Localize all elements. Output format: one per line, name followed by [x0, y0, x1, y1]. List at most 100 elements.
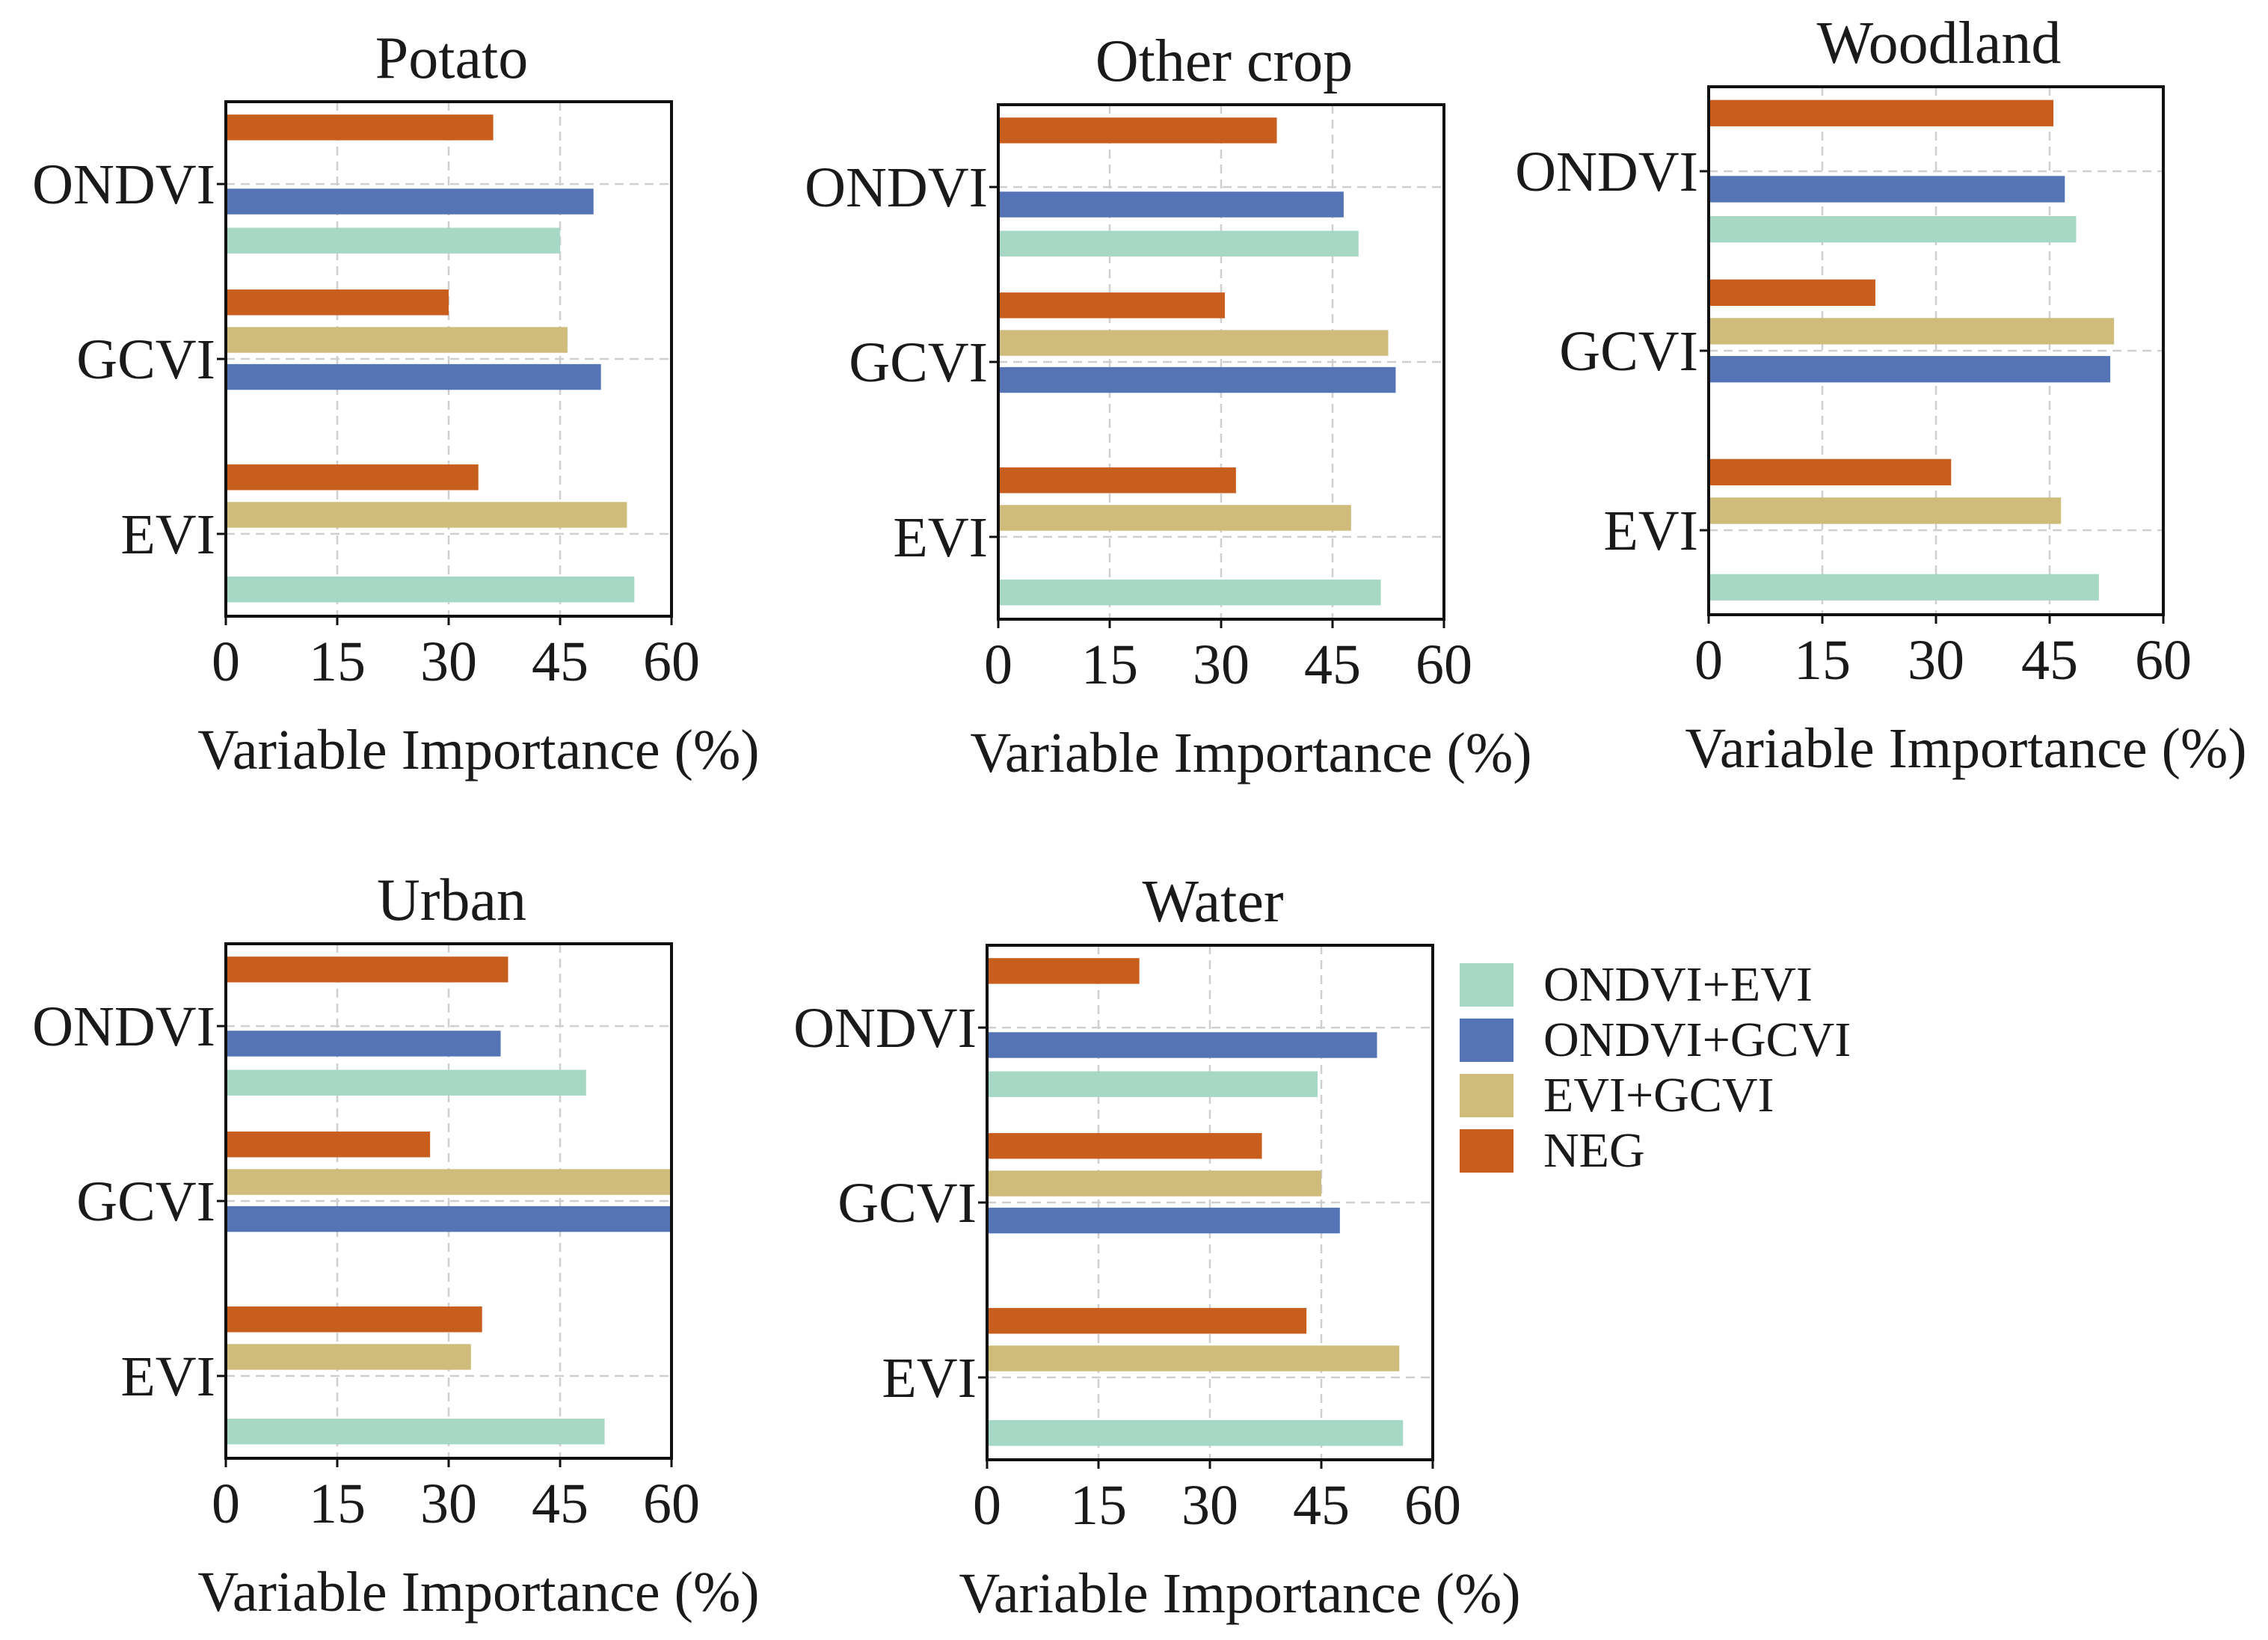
x-tick-label: 45: [1304, 633, 1361, 696]
x-axis-label: Variable Importance (%): [970, 722, 1531, 784]
bar-evi-evi-gcvi: [226, 1344, 471, 1370]
legend-swatch-ondvi-gcvi: [1460, 1019, 1513, 1062]
bar-ondvi-neg: [226, 956, 508, 983]
bar-gcvi-evi-gcvi: [998, 330, 1389, 356]
bar-evi-evi-gcvi: [998, 505, 1351, 531]
panel-potato: ONDVI GCVI EVI 0 15 30 45 60 Variable Importance…: [32, 25, 759, 781]
x-tick-label: 15: [309, 1472, 366, 1535]
x-tick-label: 45: [2021, 629, 2078, 692]
bar-ondvi-ondvi-gcvi: [226, 188, 594, 215]
bar-gcvi-ondvi-gcvi: [987, 1207, 1340, 1234]
panel-title: Other crop: [1095, 28, 1353, 94]
panel-title: Potato: [375, 25, 528, 91]
x-tick-label: 15: [1070, 1474, 1127, 1537]
x-tick-label: 0: [212, 630, 240, 693]
bar-gcvi-evi-gcvi: [1709, 318, 2115, 345]
y-tick-label-gcvi: GCVI: [76, 328, 215, 391]
x-tick-label: 60: [2135, 629, 2192, 692]
x-tick-label: 30: [1193, 633, 1250, 696]
y-tick-label-evi: EVI: [893, 506, 988, 569]
y-tick-label-evi: EVI: [120, 1345, 215, 1408]
bar-evi-neg: [998, 467, 1236, 494]
bar-ondvi-ondvi-evi: [226, 1069, 586, 1096]
x-tick-label: 45: [1293, 1474, 1350, 1537]
bar-ondvi-neg: [226, 114, 494, 141]
bar-gcvi-neg: [226, 1131, 431, 1158]
y-tick-label-ondvi: ONDVI: [793, 997, 977, 1060]
x-tick-label: 30: [420, 630, 477, 693]
bar-gcvi-evi-gcvi: [226, 327, 568, 353]
x-tick-label: 0: [984, 633, 1012, 696]
y-tick-label-evi: EVI: [1603, 500, 1698, 562]
bar-ondvi-neg: [998, 117, 1277, 144]
legend-label-evi-gcvi: EVI+GCVI: [1543, 1068, 1774, 1122]
bar-ondvi-ondvi-gcvi: [998, 191, 1344, 218]
x-tick-label: 45: [532, 1472, 588, 1535]
bar-evi-neg: [226, 464, 479, 491]
bar-ondvi-neg: [987, 958, 1140, 984]
x-tick-label: 60: [1416, 633, 1472, 696]
panel-urban: ONDVI GCVI EVI 0 15 30 45 60 Variable Importance…: [32, 867, 759, 1624]
legend-label-ondvi-gcvi: ONDVI+GCVI: [1543, 1013, 1851, 1067]
bar-ondvi-neg: [1709, 99, 2054, 126]
x-tick-label: 60: [643, 1472, 700, 1535]
bar-ondvi-ondvi-evi: [987, 1071, 1318, 1097]
x-tick-label: 45: [532, 630, 588, 693]
x-tick-label: 0: [1694, 629, 1723, 692]
bar-gcvi-neg: [1709, 279, 1875, 306]
y-tick-label-ondvi: ONDVI: [805, 156, 988, 219]
panel-woodland: ONDVI GCVI EVI 0 15 30 45 60 Variable Importance…: [1515, 10, 2246, 780]
bar-gcvi-ondvi-gcvi: [1709, 356, 2111, 383]
x-axis-label: Variable Importance (%): [197, 719, 759, 781]
bar-evi-neg: [226, 1306, 482, 1333]
bar-ondvi-ondvi-gcvi: [226, 1031, 501, 1057]
y-tick-label-gcvi: GCVI: [849, 331, 988, 394]
panel-title: Water: [1143, 869, 1284, 935]
bar-evi-neg: [1709, 458, 1952, 486]
x-tick-label: 30: [420, 1472, 477, 1535]
legend-swatch-ondvi-evi: [1460, 963, 1513, 1007]
x-tick-label: 30: [1908, 629, 1964, 692]
bar-ondvi-ondvi-evi: [998, 230, 1359, 257]
x-axis-label: Variable Importance (%): [197, 1561, 759, 1624]
bar-gcvi-evi-gcvi: [226, 1169, 672, 1195]
y-tick-label-ondvi: ONDVI: [32, 153, 215, 216]
x-tick-label: 15: [309, 630, 366, 693]
legend-label-ondvi-evi: ONDVI+EVI: [1543, 957, 1813, 1012]
bar-evi-evi-gcvi: [987, 1345, 1400, 1372]
y-tick-label-ondvi: ONDVI: [32, 995, 215, 1058]
bar-evi-ondvi-evi: [226, 1419, 605, 1445]
bar-ondvi-ondvi-gcvi: [987, 1032, 1377, 1058]
x-axis-label: Variable Importance (%): [1685, 717, 2246, 780]
bar-ondvi-ondvi-evi: [1709, 215, 2077, 243]
bar-ondvi-ondvi-evi: [226, 227, 560, 254]
bar-gcvi-ondvi-gcvi: [226, 1206, 672, 1232]
y-tick-label-evi: EVI: [120, 503, 215, 566]
panel-title: Urban: [377, 867, 526, 933]
bar-evi-ondvi-evi: [226, 577, 635, 603]
legend-swatch-evi-gcvi: [1460, 1074, 1513, 1117]
x-tick-label: 30: [1181, 1474, 1238, 1537]
legend-label-neg: NEG: [1543, 1123, 1645, 1178]
x-tick-label: 60: [643, 630, 700, 693]
bar-evi-neg: [987, 1308, 1307, 1334]
x-tick-label: 0: [212, 1472, 240, 1535]
bar-gcvi-evi-gcvi: [987, 1170, 1321, 1197]
bar-evi-ondvi-evi: [987, 1420, 1404, 1446]
bar-gcvi-ondvi-gcvi: [998, 366, 1396, 393]
x-axis-label: Variable Importance (%): [959, 1562, 1520, 1625]
bar-evi-evi-gcvi: [1709, 497, 2062, 524]
x-tick-label: 0: [973, 1474, 1001, 1537]
x-tick-label: 15: [1794, 629, 1851, 692]
y-tick-label-gcvi: GCVI: [1559, 320, 1698, 383]
y-tick-label-gcvi: GCVI: [76, 1170, 215, 1233]
bar-gcvi-neg: [987, 1133, 1262, 1159]
panel-title: Woodland: [1817, 10, 2062, 76]
y-tick-label-ondvi: ONDVI: [1515, 141, 1698, 203]
bar-gcvi-neg: [998, 292, 1225, 319]
x-tick-label: 60: [1404, 1474, 1461, 1537]
bar-gcvi-ondvi-gcvi: [226, 363, 601, 390]
bar-evi-evi-gcvi: [226, 502, 627, 528]
